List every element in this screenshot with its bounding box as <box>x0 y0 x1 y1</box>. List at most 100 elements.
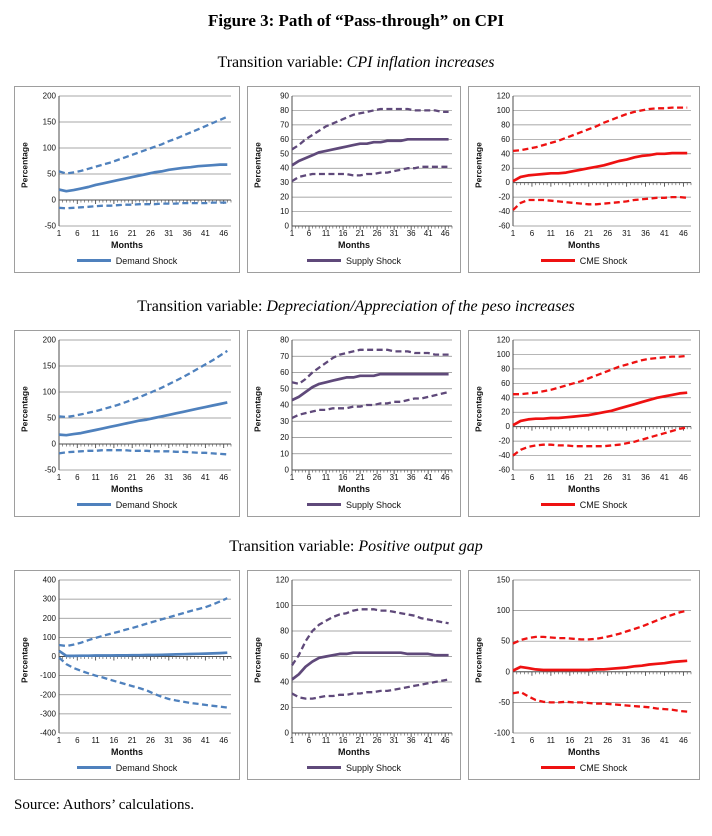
x-tick-label: 36 <box>183 229 192 238</box>
chart-legend: CME Shock <box>472 498 696 511</box>
y-tick-label: 30 <box>280 417 289 426</box>
chart-legend: CME Shock <box>472 254 696 267</box>
plot-area: Percentage 200 150 100 50 0 -50 1 6 11 16 21 26 31 36… <box>18 335 236 483</box>
series-upper-band <box>291 348 449 386</box>
x-tick-label: 31 <box>390 229 399 238</box>
x-tick-label: 16 <box>339 473 348 482</box>
y-tick-label: -100 <box>40 671 57 680</box>
section-label-output-gap: Transition variable: Positive output gap <box>0 536 712 557</box>
x-tick-label: 36 <box>183 473 192 482</box>
y-tick-label: 50 <box>280 384 289 393</box>
y-tick-label: 0 <box>285 729 290 738</box>
x-tick-label: 26 <box>373 229 382 238</box>
series-center-line <box>512 659 688 672</box>
legend-line-swatch <box>76 766 111 769</box>
x-tick-label: 26 <box>603 736 612 745</box>
plot-area: Percentage 120 100 80 60 40 20 0 -20 -40 -60 1 6 11 1… <box>472 335 696 483</box>
y-tick-label: 120 <box>276 576 290 585</box>
y-tick-label: 40 <box>280 678 289 687</box>
x-axis-title: Months <box>568 240 600 250</box>
y-tick-label: -60 <box>498 466 510 475</box>
x-tick-label: 6 <box>307 229 312 238</box>
series-center-line <box>512 391 688 427</box>
y-tick-label: -50 <box>498 698 510 707</box>
legend-label: Supply Shock <box>345 499 402 510</box>
y-tick-label: 50 <box>47 414 56 423</box>
y-tick-label: 0 <box>285 222 290 231</box>
x-tick-label: 1 <box>57 473 62 482</box>
y-tick-label: 100 <box>43 388 57 397</box>
chart-legend: CME Shock <box>472 761 696 774</box>
chart-legend: Demand Shock <box>18 498 236 511</box>
y-axis-title: Percentage <box>252 142 263 188</box>
chart-legend: Demand Shock <box>18 761 236 774</box>
y-tick-label: 80 <box>280 627 289 636</box>
x-tick-label: 1 <box>511 736 516 745</box>
x-tick-label: 16 <box>565 473 574 482</box>
y-tick-label: -400 <box>40 729 57 738</box>
legend-line-swatch <box>306 503 341 506</box>
x-tick-label: 11 <box>547 229 556 238</box>
series-center-line <box>291 651 449 681</box>
x-tick-label: 11 <box>91 473 100 482</box>
y-axis-title: Percentage <box>252 386 263 432</box>
legend-label: Supply Shock <box>345 255 402 266</box>
x-axis-title: Months <box>338 240 370 250</box>
x-tick-label: 31 <box>622 736 631 745</box>
section-label-cpi-inflation: Transition variable: CPI inflation incre… <box>0 52 712 73</box>
y-tick-label: 50 <box>501 637 510 646</box>
y-tick-label: 0 <box>506 667 511 676</box>
y-tick-label: 30 <box>280 178 289 187</box>
x-tick-label: 31 <box>164 229 173 238</box>
series-center-line <box>58 401 228 437</box>
y-tick-label: 60 <box>501 379 510 388</box>
x-tick-label: 1 <box>57 736 62 745</box>
x-tick-label: 36 <box>407 736 416 745</box>
x-tick-label: 46 <box>219 736 228 745</box>
x-tick-label: 41 <box>424 473 433 482</box>
x-tick-label: 36 <box>407 229 416 238</box>
x-tick-label: 26 <box>146 473 155 482</box>
series-lower-band <box>58 656 228 709</box>
y-tick-label: 60 <box>501 135 510 144</box>
chart-panel-cme-shock-peso: Percentage 120 100 80 60 40 20 0 -20 -40 -60 1 6 11 1… <box>468 330 700 517</box>
chart-legend: Supply Shock <box>251 254 457 267</box>
y-tick-label: 70 <box>280 120 289 129</box>
chart-panel-demand-shock-gap: Percentage 400 300 200 100 0 -100 -200 -300 -400… <box>14 570 240 780</box>
x-tick-label: 21 <box>584 473 593 482</box>
x-tick-label: 6 <box>307 736 312 745</box>
x-axis-title: Months <box>568 747 600 757</box>
x-tick-label: 36 <box>183 736 192 745</box>
y-tick-label: -20 <box>498 437 510 446</box>
series-lower-band <box>58 449 228 456</box>
y-tick-label: 20 <box>501 164 510 173</box>
series-upper-band <box>291 107 449 151</box>
x-tick-label: 41 <box>660 473 669 482</box>
legend-label: CME Shock <box>579 499 628 510</box>
y-tick-label: 40 <box>280 164 289 173</box>
series-upper-band <box>512 106 688 153</box>
x-tick-label: 1 <box>290 473 295 482</box>
x-tick-label: 31 <box>390 473 399 482</box>
x-axis-title: Months <box>338 747 370 757</box>
y-tick-label: -100 <box>494 729 511 738</box>
x-tick-label: 41 <box>424 736 433 745</box>
section-label-variable: CPI inflation increases <box>346 54 495 71</box>
y-axis-title: Percentage <box>473 637 484 684</box>
series-upper-band <box>512 609 688 645</box>
x-tick-label: 6 <box>530 473 535 482</box>
series-upper-band <box>58 349 228 419</box>
x-tick-label: 46 <box>441 229 450 238</box>
x-tick-label: 46 <box>679 736 688 745</box>
y-tick-label: 400 <box>43 576 57 585</box>
x-tick-label: 41 <box>201 229 210 238</box>
y-tick-label: 150 <box>43 118 57 127</box>
section-label-prefix: Transition variable: <box>137 298 267 315</box>
series-center-line <box>58 163 228 193</box>
chart-panel-demand-shock-cpi: Percentage 200 150 100 50 0 -50 1 6 11 16 21 26 31 36… <box>14 86 240 273</box>
x-tick-label: 26 <box>146 229 155 238</box>
